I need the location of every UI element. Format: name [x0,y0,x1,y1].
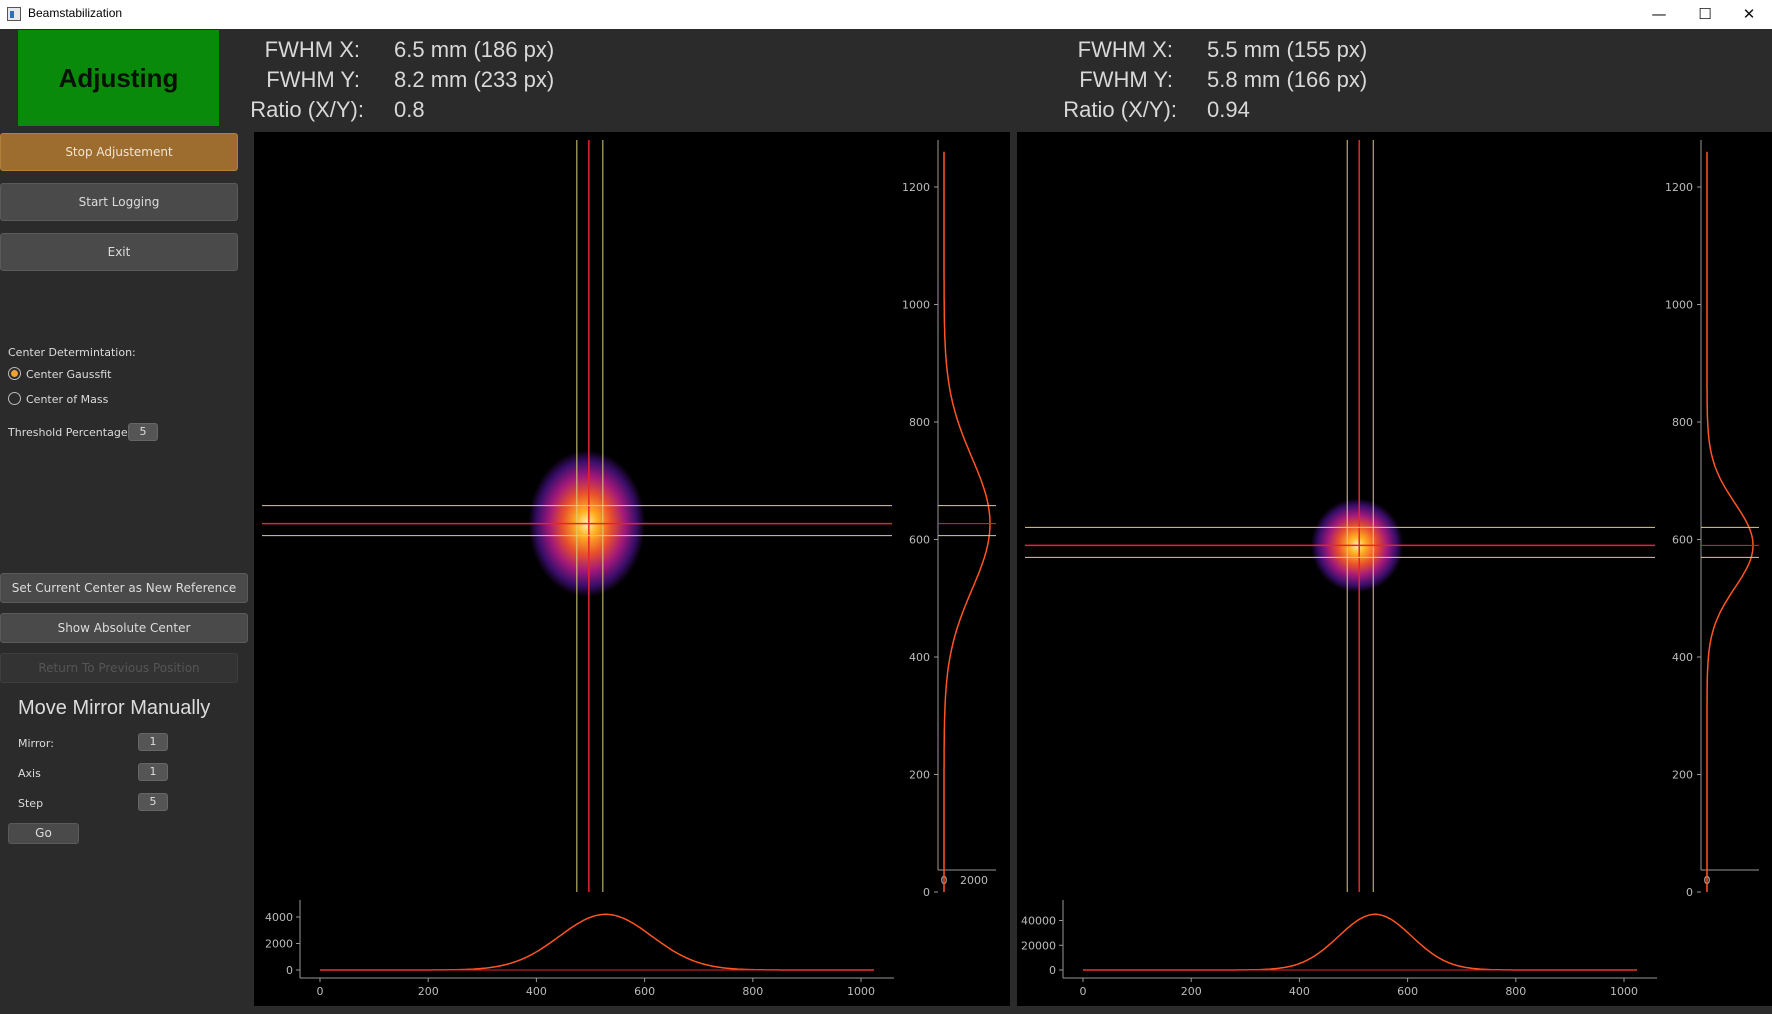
title-bar: Beamstabilization — ☐ ✕ [0,0,1772,29]
x-profile-ytick-label: 2000 [265,937,293,950]
x-profile-ytick-label: 20000 [1021,939,1056,952]
y-profile-tick-label: 400 [909,651,930,664]
x-profile-tick-label: 400 [526,985,547,998]
cam1-ratio-label: Ratio (X/Y): [250,97,364,122]
start-logging-button[interactable]: Start Logging [0,183,238,221]
center-gaussfit-label[interactable]: Center Gaussfit [26,368,112,381]
x-profile-tick-label: 800 [1505,985,1526,998]
step-label: Step [18,797,44,810]
x-profile-curve [1083,913,1637,971]
cam2-ratio-label: Ratio (X/Y): [1063,97,1177,122]
mirror-label: Mirror: [18,737,54,750]
camera-2-panel: 0 200 400 600 800 1000 40000 20000 0 1200 1000 800 6… [1017,132,1772,1006]
x-profile-tick-label: 600 [1397,985,1418,998]
y-profile-curve [943,151,991,892]
show-absolute-center-button[interactable]: Show Absolute Center [0,613,248,643]
x-profile-tick-label: 0 [317,985,324,998]
y-profile-tick-label: 0 [923,886,930,899]
cam1-fwhm-y-value: 8.2 mm (233 px) [394,67,555,92]
mirror-spinbox[interactable]: 1 [138,733,168,751]
x-profile-tick-label: 600 [634,985,655,998]
threshold-spinbox[interactable]: 5 [128,423,158,441]
center-of-mass-label[interactable]: Center of Mass [26,393,109,406]
y-profile-tick-label: 200 [1672,769,1693,782]
cam2-fwhm-x-label: FWHM X: [1077,37,1173,62]
axis-label: Axis [18,767,41,780]
stop-adjustment-button[interactable]: Stop Adjustement [0,133,238,171]
y-profile-tick-label: 1200 [1665,181,1693,194]
cam2-fwhm-x-value: 5.5 mm (155 px) [1207,37,1368,62]
cam1-ratio-value: 0.8 [394,97,425,122]
x-profile-curve [320,913,874,971]
x-profile-ytick-label: 40000 [1021,915,1056,928]
cam1-fwhm-x-value: 6.5 mm (186 px) [394,37,555,62]
cam2-fwhm-y-value: 5.8 mm (166 px) [1207,67,1368,92]
threshold-label: Threshold Percentage: [8,426,132,439]
radio-center-of-mass[interactable] [8,392,21,405]
camera-2-plot: 0 200 400 600 800 1000 40000 20000 0 1200 1000 800 6… [1021,140,1759,998]
x-profile-tick-label: 400 [1289,985,1310,998]
x-profile-tick-label: 200 [1181,985,1202,998]
x-profile-tick-label: 800 [742,985,763,998]
x-profile-tick-label: 1000 [847,985,875,998]
minimize-icon[interactable]: — [1651,5,1667,23]
cam2-ratio-value: 0.94 [1207,97,1250,122]
axis-spinbox[interactable]: 1 [138,763,168,781]
exit-button[interactable]: Exit [0,233,238,271]
window-title: Beamstabilization [28,6,123,20]
x-profile-tick-label: 200 [418,985,439,998]
cam2-fwhm-y-label: FWHM Y: [1079,67,1173,92]
y-profile-tick-label: 1000 [1665,299,1693,312]
close-icon[interactable]: ✕ [1742,5,1756,23]
go-button[interactable]: Go [8,823,79,844]
status-indicator: Adjusting [18,30,219,126]
x-profile-ytick-label: 0 [286,964,293,977]
x-profile-tick-label: 1000 [1610,985,1638,998]
y-profile-tick-label: 1200 [902,181,930,194]
y-profile-curve [1706,151,1754,892]
y-profile-tick-label: 1000 [902,299,930,312]
y-profile-tick-label: 800 [1672,416,1693,429]
x-profile-ytick-label: 0 [1049,964,1056,977]
y-profile-tick-label: 0 [1686,886,1693,899]
y-profile-tick-label: 800 [909,416,930,429]
cam1-fwhm-y-label: FWHM Y: [266,67,360,92]
maximize-icon[interactable]: ☐ [1698,5,1712,23]
y-profile-tick-label: 400 [1672,651,1693,664]
camera-1-plot: 0 200 400 600 800 100040002000012001000800600… [262,140,996,998]
radio-center-gaussfit[interactable] [8,367,21,380]
step-spinbox[interactable]: 5 [138,793,168,811]
y-profile-tick-label: 600 [1672,534,1693,547]
app-icon [7,7,21,21]
return-previous-position-button: Return To Previous Position [0,653,238,683]
set-reference-button[interactable]: Set Current Center as New Reference [0,573,248,603]
center-determination-label: Center Determintation: [8,346,136,359]
y-profile-xtick-label: 2000 [960,874,988,887]
camera-1-panel: 0 200 400 600 800 1000 4000 2000 0 1200 1000 800 600… [254,132,1010,1006]
x-profile-ytick-label: 4000 [265,911,293,924]
cam1-fwhm-x-label: FWHM X: [264,37,360,62]
x-profile-tick-label: 0 [1080,985,1087,998]
move-mirror-title: Move Mirror Manually [18,697,211,719]
y-profile-tick-label: 200 [909,769,930,782]
y-profile-tick-label: 600 [909,534,930,547]
